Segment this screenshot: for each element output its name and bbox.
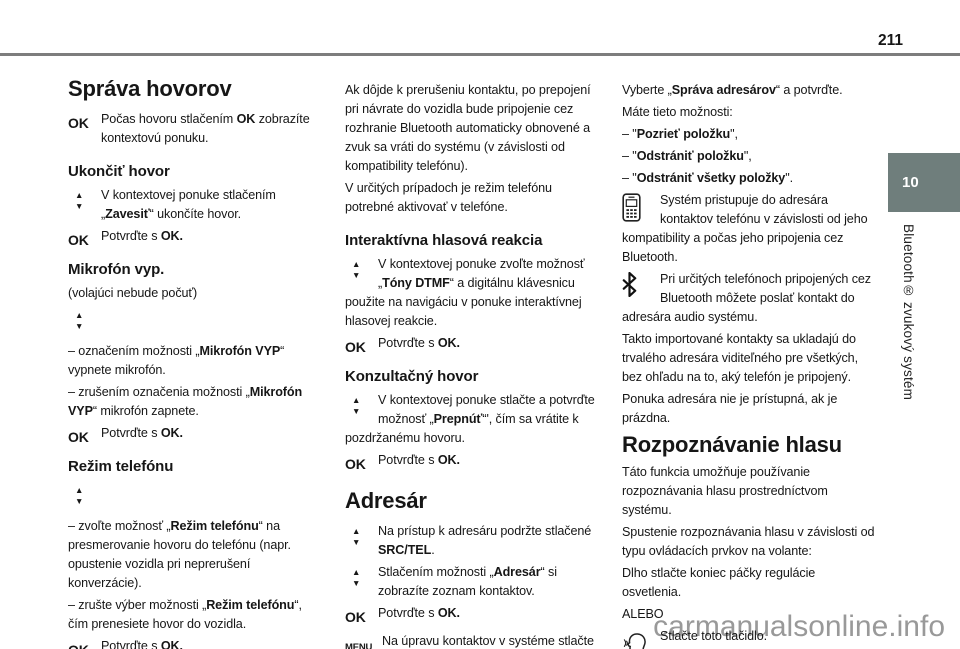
body-text: – zrušením označenia možnosti „Mikrofón … [68, 385, 303, 418]
section-title-call-management: Správa hovorov [68, 76, 232, 101]
instruction-block: OK Potvrďte s OK. [68, 424, 310, 445]
body-text: Spustenie rozpoznávania hlasu v závislos… [622, 525, 875, 558]
instruction-block: ▲ ▼ Stlačením možnosti „Adresár“ si zobra… [345, 563, 595, 601]
body-text: Máte tieto možnosti: [622, 105, 733, 119]
body-text: V kontextovej ponuke stlačte a potvrďte … [345, 393, 595, 445]
body-text: Počas hovoru stlačením OK zobrazíte kont… [101, 112, 310, 145]
column-left: Správa hovorov OK Počas hovoru stlačením… [68, 76, 310, 649]
list-item: – "Odstrániť všetky položky". [622, 171, 793, 185]
body-text: Potvrďte s OK. [101, 426, 183, 440]
page-number: 211 [878, 32, 904, 49]
ok-button-icon: OK [345, 339, 366, 355]
up-down-arrows-icon: ▲ ▼ [352, 259, 361, 280]
body-text: (volajúci nebude počuť) [68, 286, 198, 300]
instruction-block: OK Potvrďte s OK. [345, 334, 595, 355]
column-right: Vyberte „Správa adresárov“ a potvrďte. M… [622, 81, 876, 649]
instruction-block: OK Potvrďte s OK. [68, 637, 310, 649]
instruction-block: OK Potvrďte s OK. [345, 451, 595, 472]
chapter-side-label: Bluetooth® zvukový systém [901, 224, 916, 401]
up-down-arrows-icon: ▲ ▼ [75, 310, 84, 331]
watermark-text: carmanualsonline.info [653, 610, 945, 643]
body-text: Dlho stlačte koniec páčky regulácie osve… [622, 566, 816, 599]
up-down-arrows-icon: ▲ ▼ [352, 395, 361, 416]
body-text: – označením možnosti „Mikrofón VYP“ vypn… [68, 344, 285, 377]
subheading-end-call: Ukončiť hovor [68, 163, 170, 180]
chapter-tab: 10 [888, 153, 960, 212]
body-text: V kontextovej ponuke zvoľte možnosť „Tón… [345, 257, 585, 328]
section-title-voice-recognition: Rozpoznávanie hlasu [622, 432, 842, 457]
up-down-arrows-icon: ▲ ▼ [75, 485, 84, 506]
instruction-block: OK Potvrďte s OK. [345, 604, 595, 625]
subheading-mic-off: Mikrofón vyp. [68, 261, 165, 278]
body-text: Potvrďte s OK. [101, 639, 183, 649]
up-down-arrows-icon: ▲ ▼ [352, 526, 361, 547]
body-text: Na úpravu kontaktov v systéme stlačte mo… [382, 634, 594, 648]
up-down-arrows-icon: ▲ ▼ [75, 190, 84, 211]
ok-button-icon: OK [68, 429, 89, 445]
bluetooth-icon [622, 270, 660, 302]
list-item: – "Pozrieť položku", [622, 127, 738, 141]
instruction-block: ▲ ▼ V kontextovej ponuke stlačte a potvrď… [345, 391, 595, 448]
body-text: Potvrďte s OK. [378, 453, 460, 467]
instruction-block: ▲ ▼ Na prístup k adresáru podržte stlačen… [345, 522, 595, 560]
body-text: Stlačením možnosti „Adresár“ si zobrazít… [378, 565, 557, 598]
voice-command-icon [622, 627, 660, 649]
instruction-block: OK Potvrďte s OK. [68, 227, 310, 248]
body-text: Táto funkcia umožňuje používanie rozpozn… [622, 465, 828, 517]
body-text: ALEBO [622, 607, 664, 621]
body-text: Vyberte „Správa adresárov“ a potvrďte. [622, 83, 843, 97]
body-text: V kontextovej ponuke stlačením „Zavesiť“… [101, 188, 276, 221]
ok-button-icon: OK [68, 115, 89, 131]
section-title-directory: Adresár [345, 488, 427, 513]
instruction-block: Systém pristupuje do adresára kontaktov … [622, 191, 876, 267]
cellphone-icon [622, 191, 660, 223]
header-rule [0, 53, 960, 56]
body-text: Ak dôjde k prerušeniu kontaktu, po prepo… [345, 83, 591, 173]
body-text: Systém pristupuje do adresára kontaktov … [622, 193, 868, 264]
list-item: – "Odstrániť položku", [622, 149, 752, 163]
subheading-phone-mode: Režim telefónu [68, 458, 174, 475]
body-text: Potvrďte s OK. [378, 606, 460, 620]
body-text: – zvoľte možnosť „Režim telefónu“ na pre… [68, 519, 291, 590]
body-text: V určitých prípadoch je režim telefónu p… [345, 181, 552, 214]
subheading-ivr: Interaktívna hlasová reakcia [345, 232, 543, 249]
subheading-consultation-call: Konzultačný hovor [345, 368, 479, 385]
body-text: Pri určitých telefónoch pripojených cez … [622, 272, 871, 324]
body-text: Na prístup k adresáru podržte stlačené S… [378, 524, 592, 557]
instruction-block: Pri určitých telefónoch pripojených cez … [622, 270, 876, 327]
body-text: Stlačte toto tlačidlo. [660, 629, 768, 643]
body-text: Potvrďte s OK. [378, 336, 460, 350]
ok-button-icon: OK [68, 232, 89, 248]
ok-button-icon: OK [345, 609, 366, 625]
instruction-block: ▲ ▼ V kontextovej ponuke stlačením „Zaves… [68, 186, 310, 224]
up-down-arrows-icon: ▲ ▼ [352, 567, 361, 588]
body-text: Ponuka adresára nie je prístupná, ak je … [622, 392, 838, 425]
column-middle: Ak dôjde k prerušeniu kontaktu, po prepo… [345, 81, 595, 649]
body-text: Potvrďte s OK. [101, 229, 183, 243]
ok-button-icon: OK [68, 637, 101, 649]
body-text: – zrušte výber možnosti „Režim telefónu“… [68, 598, 302, 631]
instruction-block: Stlačte toto tlačidlo. [622, 627, 876, 649]
body-text: Takto importované kontakty sa ukladajú d… [622, 332, 858, 384]
instruction-block: OK Počas hovoru stlačením OK zobrazíte k… [68, 110, 310, 148]
instruction-block: MENU Na úpravu kontaktov v systéme stlač… [345, 632, 595, 649]
menu-button-icon: MENU [345, 642, 373, 649]
instruction-block: ▲ ▼ V kontextovej ponuke zvoľte možnosť „… [345, 255, 595, 331]
ok-button-icon: OK [345, 456, 366, 472]
